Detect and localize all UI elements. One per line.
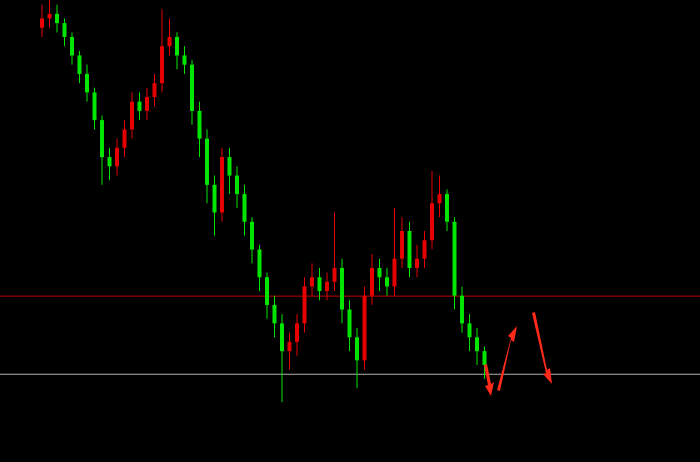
candle-body: [400, 231, 404, 259]
candle-body: [85, 73, 89, 93]
candle-body: [325, 281, 329, 292]
candle-body: [167, 36, 172, 47]
candle-body: [145, 97, 149, 111]
level-lines: [0, 295, 700, 375]
candle-body: [190, 64, 194, 111]
candle-body: [137, 101, 142, 111]
candle-body: [242, 194, 247, 222]
candle-body: [340, 267, 344, 310]
candle-body: [182, 55, 187, 65]
arrow-down: [532, 312, 552, 384]
candle-body: [175, 36, 179, 56]
candle-body: [295, 323, 299, 342]
candle-body: [122, 129, 127, 148]
candle-body: [452, 221, 457, 296]
candle-body: [467, 323, 472, 338]
candle-body: [317, 277, 322, 292]
candle-body: [280, 323, 284, 352]
candle-body: [257, 249, 262, 278]
candle-body: [287, 341, 292, 352]
candles: [40, 0, 487, 402]
candle-body: [437, 194, 442, 204]
candle-body: [130, 101, 134, 130]
candle-body: [377, 267, 382, 278]
candle-body: [62, 23, 67, 37]
candle-body: [220, 157, 224, 213]
candle-body: [415, 258, 419, 268]
candle-body: [445, 194, 449, 222]
candle-body: [475, 337, 479, 352]
candle-body: [302, 286, 307, 324]
candle-body: [407, 231, 412, 268]
candle-body: [430, 203, 434, 241]
candle-body: [332, 267, 337, 282]
candle-body: [47, 13, 52, 19]
annotation-arrows: [484, 312, 552, 396]
candle-body: [347, 309, 352, 338]
candle-body: [272, 304, 277, 324]
candle-body: [40, 18, 44, 28]
candle-body: [235, 175, 239, 195]
candle-body: [265, 277, 269, 305]
candle-body: [160, 46, 164, 84]
arrow-down: [484, 364, 494, 396]
candle-body: [482, 351, 487, 365]
candle-body: [197, 110, 202, 139]
candle-body: [77, 55, 82, 74]
candle-body: [227, 157, 232, 176]
candle-body: [385, 277, 389, 287]
candle-body: [422, 240, 427, 259]
candle-body: [362, 295, 367, 361]
candle-body: [92, 92, 97, 121]
candle-body: [152, 83, 157, 98]
candle-body: [100, 120, 104, 158]
candle-body: [355, 337, 359, 361]
candle-body: [392, 258, 397, 287]
candle-body: [55, 13, 59, 24]
candle-body: [107, 157, 112, 167]
candle-body: [310, 277, 314, 287]
candle-body: [70, 36, 74, 56]
candle-body: [205, 138, 209, 185]
candle-body: [115, 147, 119, 167]
candle-body: [460, 295, 464, 324]
candle-body: [212, 184, 217, 213]
candle-body: [250, 221, 254, 250]
arrow-up: [497, 326, 517, 391]
candle-body: [370, 267, 374, 296]
